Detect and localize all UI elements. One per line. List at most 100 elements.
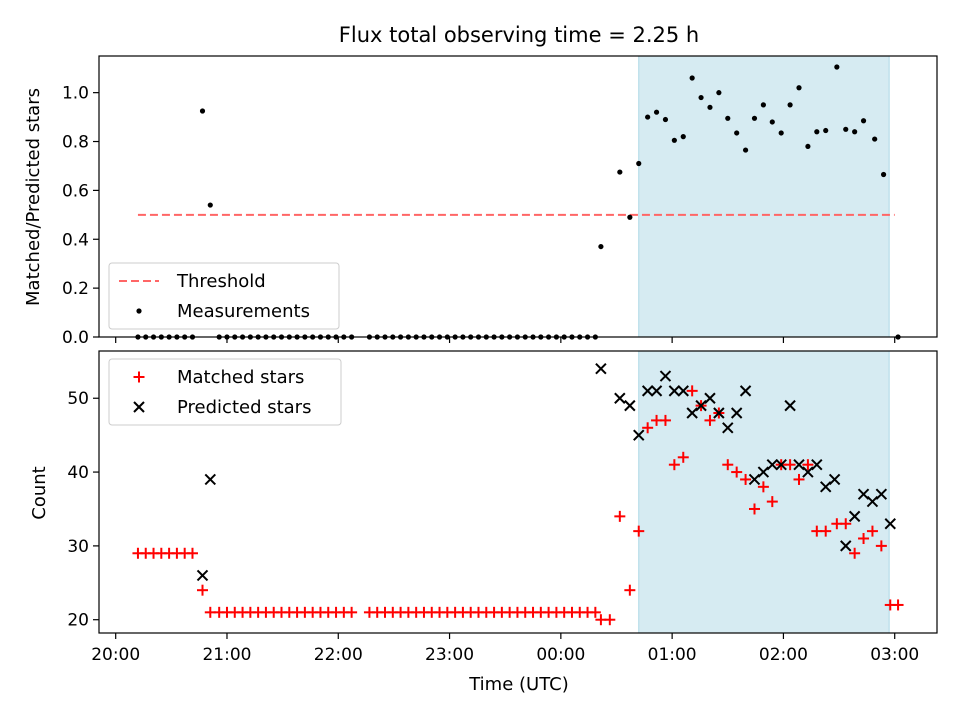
x-tick-label: 03:00 — [870, 645, 919, 665]
y-tick-label: 0.6 — [62, 181, 89, 201]
measurement-point — [627, 214, 633, 220]
marker-stroke-b — [766, 458, 779, 471]
y-tick-label: 40 — [67, 463, 89, 483]
measurement-point — [698, 94, 704, 101]
matched-star-marker — [793, 473, 805, 485]
matched-star-marker — [722, 459, 734, 471]
plot-layer: 0.0 0.2 0.4 0.6 0.8 1.0 Threshold Measurements 2… — [62, 55, 938, 665]
x-tick-label: 21:00 — [202, 645, 251, 665]
marker-stroke-b — [614, 392, 626, 404]
predicted-star-marker — [784, 399, 796, 412]
matched-star-marker — [668, 459, 680, 471]
legend-item: Threshold — [119, 271, 266, 292]
marker-stroke-b — [650, 385, 663, 397]
legend: Matched stars Predicted stars — [108, 358, 342, 426]
axes-frame — [98, 350, 938, 634]
marker-stroke-b — [695, 399, 707, 412]
matched-star-marker — [633, 525, 645, 537]
marker-stroke-b — [857, 488, 870, 500]
marker-stroke-b — [713, 407, 725, 419]
legend-cross-b — [133, 401, 145, 413]
x-tick-label: 22:00 — [314, 645, 363, 665]
matched-star-marker — [186, 547, 198, 559]
predicted-star-marker — [624, 399, 636, 412]
legend-item: Measurements — [136, 301, 310, 322]
matched-star-marker — [849, 547, 861, 559]
matched-star-marker — [614, 510, 626, 522]
bottom-y-axis-label: Count — [29, 466, 50, 519]
predicted-star-marker — [196, 569, 209, 582]
y-tick-label: 0.0 — [62, 328, 89, 348]
matched-star-marker — [677, 451, 689, 463]
matched-star-marker — [766, 496, 778, 508]
predicted-star-marker — [848, 510, 861, 523]
matched-star-marker — [892, 599, 904, 611]
marker-stroke-b — [784, 399, 796, 412]
matched-star-marker — [589, 606, 601, 618]
marker-stroke-b — [884, 518, 896, 530]
predicted-star-marker — [677, 385, 689, 397]
legend-label: Matched stars — [177, 367, 304, 388]
marker-stroke-b — [704, 392, 716, 404]
legend-item: Matched stars — [133, 367, 304, 388]
matched-star-marker — [840, 518, 852, 530]
matched-star-marker — [686, 385, 698, 397]
matched-star-marker — [802, 459, 814, 471]
measurement-point — [725, 115, 731, 121]
legend-item: Predicted stars — [133, 397, 311, 418]
measurement-point — [199, 108, 206, 114]
matched-star-marker — [757, 481, 769, 493]
predicted-star-marker — [633, 429, 645, 441]
legend-label: Measurements — [177, 301, 310, 322]
x-tick-label: 02:00 — [759, 645, 808, 665]
measurement-point — [689, 75, 695, 81]
predicted-star-marker — [659, 370, 672, 382]
x-tick-label: 01:00 — [648, 645, 697, 665]
predicted-star-marker — [820, 481, 832, 493]
measurement-point — [843, 126, 849, 132]
predicted-star-marker — [641, 385, 654, 397]
marker-stroke-b — [757, 466, 770, 478]
predicted-star-marker — [793, 458, 805, 471]
measurement-point — [872, 136, 878, 142]
measurement-point — [796, 85, 802, 91]
predicted-star-marker — [875, 488, 888, 500]
measurement-point — [742, 147, 749, 153]
marker-stroke-b — [875, 488, 888, 500]
measurement-point — [716, 90, 722, 96]
predicted-star-marker — [840, 540, 852, 552]
predicted-star-marker — [811, 458, 823, 471]
matched-star-marker — [659, 414, 671, 426]
measurement-point — [207, 202, 213, 208]
predicted-star-marker — [614, 392, 626, 404]
measurement-point — [860, 118, 867, 124]
measurement-point — [778, 130, 784, 136]
y-tick-label: 50 — [67, 389, 89, 409]
legend-label: Predicted stars — [177, 397, 311, 418]
measurement-point — [823, 127, 829, 134]
matched-star-marker — [866, 525, 878, 537]
predicted-star-marker — [857, 488, 870, 500]
matched-star-marker — [820, 525, 832, 537]
predicted-star-marker — [757, 466, 770, 478]
measurement-point — [680, 134, 686, 140]
measurement-point — [769, 119, 775, 125]
marker-stroke-b — [624, 399, 636, 412]
marker-stroke-b — [677, 385, 689, 397]
marker-stroke-b — [866, 495, 879, 508]
measurement-point — [662, 116, 669, 123]
measurement-point — [852, 129, 858, 135]
predicted-star-marker — [775, 458, 787, 471]
marker-stroke-b — [811, 458, 823, 471]
marker-stroke-b — [748, 473, 761, 486]
measurement-point — [814, 129, 820, 135]
predicted-star-marker — [668, 385, 681, 397]
measurement-point — [760, 102, 766, 108]
predicted-star-marker — [766, 458, 779, 471]
measurement-point — [617, 169, 623, 175]
measurement-point — [671, 137, 677, 143]
marker-stroke-b — [659, 370, 672, 382]
marker-stroke-b — [802, 466, 814, 478]
marker-stroke-b — [722, 422, 734, 434]
measurement-point — [734, 130, 740, 136]
